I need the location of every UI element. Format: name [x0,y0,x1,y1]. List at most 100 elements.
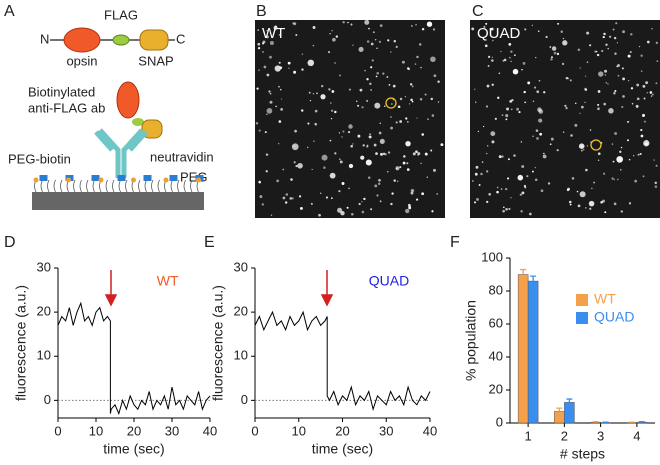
spot [521,68,523,71]
spot [620,210,623,213]
spot [293,70,297,74]
spot [342,130,345,133]
peg [118,179,121,193]
x-tick-label: 30 [379,423,393,438]
spot [608,35,612,38]
spot [397,105,401,109]
spot [266,29,269,32]
spot [593,181,596,184]
peg [79,179,82,193]
spot [376,194,379,197]
spot [505,207,508,211]
spot [488,192,492,196]
spot [255,121,259,125]
spot [611,143,614,145]
spot [424,152,428,156]
spot [531,170,534,173]
x-tick-label: 30 [165,423,179,438]
spot [655,82,658,85]
spot [369,82,372,86]
peg [190,179,193,193]
spot [427,118,429,120]
spot [341,182,345,185]
spot [478,184,481,186]
spot [580,145,583,147]
spot [278,61,281,64]
x-tick-label: 20 [127,423,141,438]
spot [405,208,410,214]
spot [293,22,297,26]
spot [485,22,488,25]
y-tick-label: 30 [37,259,51,274]
spot [598,71,604,77]
spot [496,186,499,189]
spot [331,90,335,93]
spot [279,66,283,70]
spot [612,28,615,31]
spot [386,76,389,78]
spot [475,101,477,103]
spot [653,159,655,161]
spot [390,126,393,130]
x-axis-label: time (sec) [312,441,373,457]
spot [278,33,281,36]
spot [364,19,370,25]
spot [269,40,274,46]
spot [503,58,507,62]
spot [412,152,416,156]
spot [631,102,634,105]
spot [278,85,280,88]
n-term: N [40,31,49,46]
neutravidin [143,175,152,181]
spot [338,190,341,193]
spot [278,120,282,123]
spot [549,143,552,146]
spot [337,207,343,213]
spot [490,27,494,31]
peg [40,179,43,193]
spot [603,172,606,175]
spot [545,35,548,39]
spot [613,202,617,206]
spot [316,92,318,95]
spot [433,168,436,172]
spot [534,178,538,182]
spot [395,121,398,124]
spot [612,160,615,163]
spot [436,193,438,195]
spot [340,211,345,216]
spot [650,95,653,97]
spot [564,104,567,107]
spot [437,80,440,83]
spot [600,200,603,204]
spot [401,60,405,64]
spot [635,104,639,108]
spot [415,198,419,201]
spot [440,143,444,147]
antibody-label: Biotinylated [28,84,95,99]
neutravidin [117,175,126,181]
spot [382,72,385,75]
antibody-label: anti-FLAG ab [28,100,105,115]
spot [651,93,654,96]
y-tick-label: 60 [489,315,503,330]
peg [92,179,95,193]
spot [338,158,341,161]
spot [282,196,286,200]
spot [406,168,410,171]
spot [642,84,646,88]
neutravidin [91,175,100,181]
spot [407,203,411,207]
spot [602,36,605,39]
spot [513,154,516,157]
y-tick-label: 30 [234,259,248,274]
spot [371,59,374,62]
spot [529,212,532,216]
spot [642,175,645,178]
spot [379,24,383,27]
spot [538,118,543,123]
spot [399,166,402,169]
spot [370,89,372,91]
spot [399,120,403,123]
spot [352,143,354,145]
